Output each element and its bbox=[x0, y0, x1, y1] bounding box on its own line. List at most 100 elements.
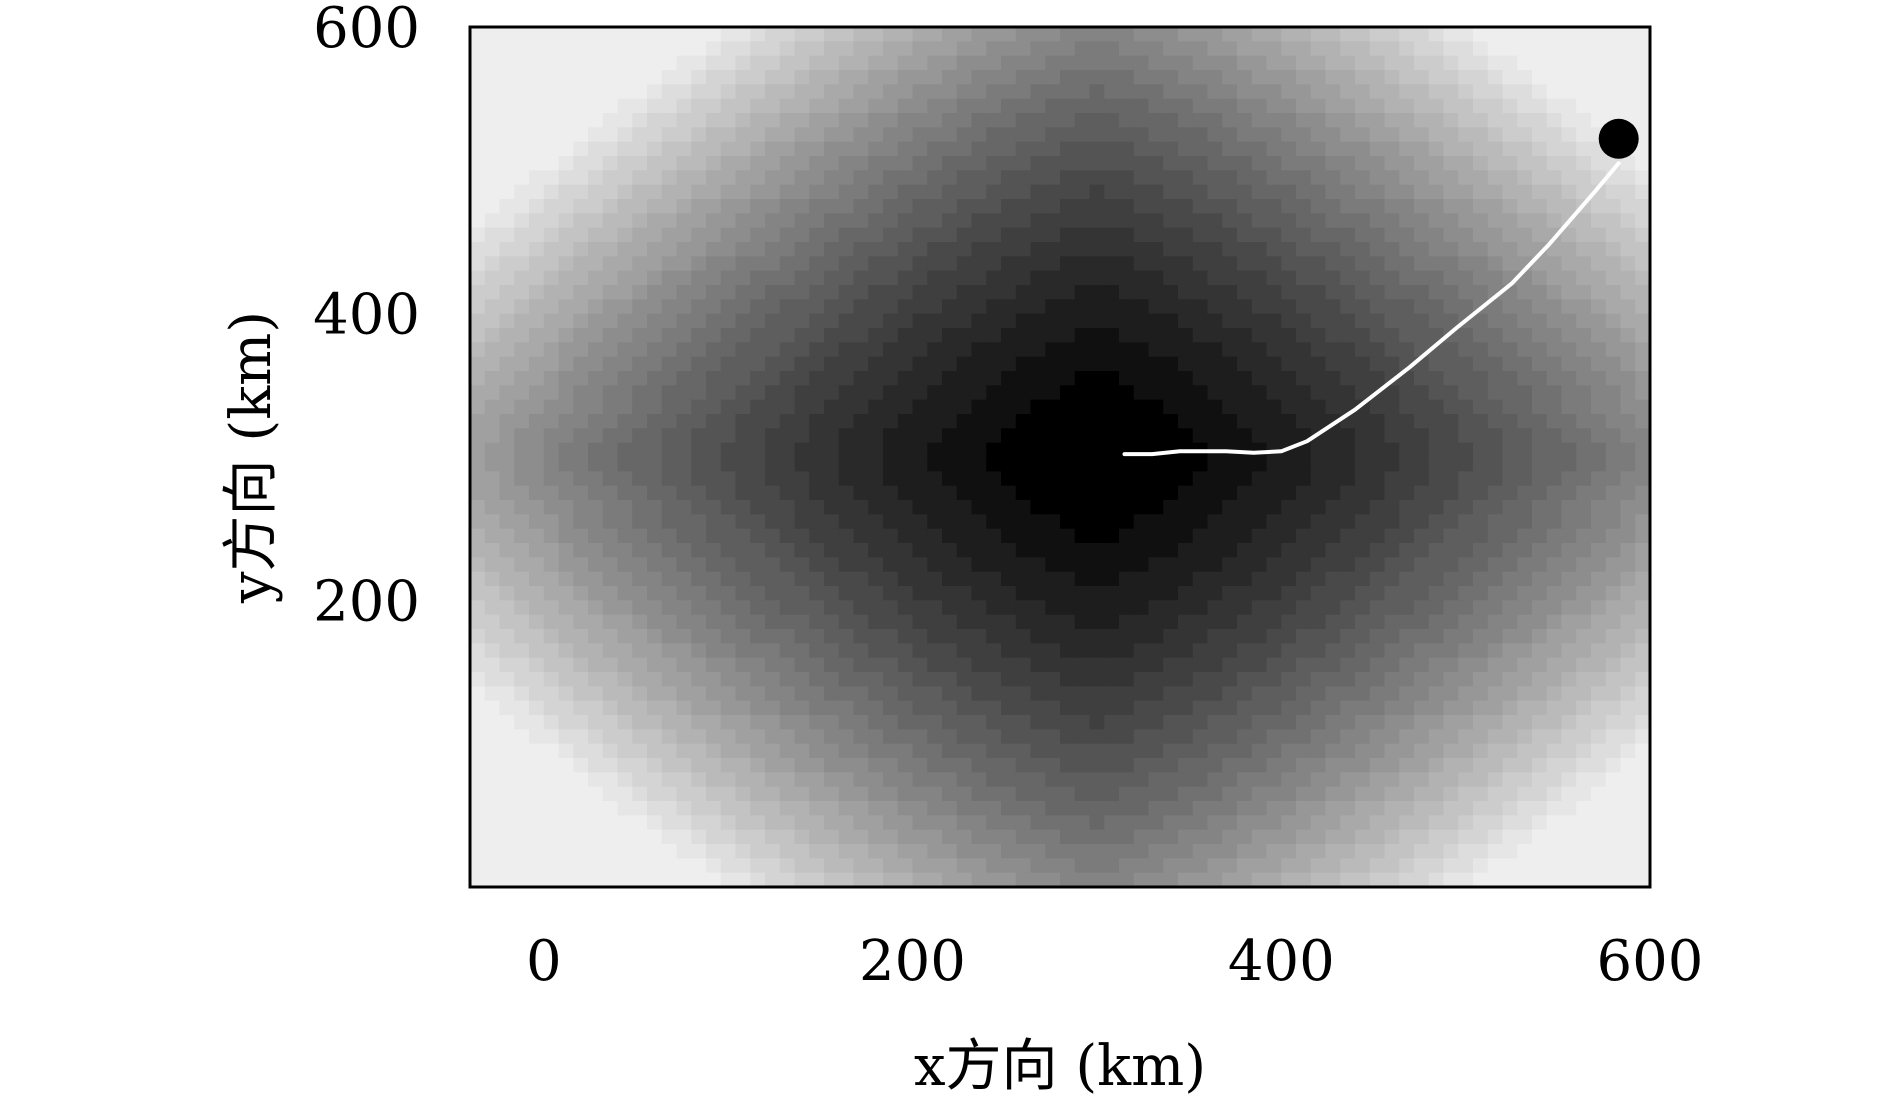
heatmap-cell bbox=[602, 586, 619, 602]
heatmap-cell bbox=[1517, 815, 1533, 831]
heatmap-cell bbox=[1458, 485, 1474, 501]
heatmap-cell bbox=[838, 70, 855, 86]
heatmap-cell bbox=[883, 113, 899, 129]
heatmap-cell bbox=[1281, 399, 1297, 415]
heatmap-cell bbox=[1487, 184, 1504, 200]
heatmap-cell bbox=[706, 600, 722, 616]
heatmap-cell bbox=[794, 285, 811, 301]
heatmap-cell bbox=[706, 829, 722, 845]
heatmap-cell bbox=[942, 600, 958, 616]
heatmap-cell bbox=[912, 557, 929, 573]
heatmap-cell bbox=[1001, 686, 1017, 702]
heatmap-cell bbox=[1414, 500, 1430, 516]
heatmap-cell bbox=[1281, 227, 1297, 243]
heatmap-cell bbox=[838, 428, 855, 444]
heatmap-cell bbox=[1576, 629, 1592, 645]
heatmap-cell bbox=[1266, 528, 1283, 544]
heatmap-cell bbox=[942, 328, 958, 344]
heatmap-cell bbox=[883, 199, 899, 215]
heatmap-cell bbox=[824, 715, 840, 731]
heatmap-cell bbox=[1133, 356, 1150, 372]
heatmap-cell bbox=[602, 457, 619, 473]
heatmap-cell bbox=[1428, 801, 1445, 817]
heatmap-cell bbox=[1620, 571, 1637, 587]
heatmap-cell bbox=[1015, 672, 1032, 688]
heatmap-cell bbox=[706, 457, 722, 473]
heatmap-cell bbox=[794, 858, 811, 874]
heatmap-cell bbox=[617, 428, 634, 444]
heatmap-cell bbox=[1561, 829, 1578, 845]
heatmap-cell bbox=[1517, 41, 1533, 57]
heatmap-cell bbox=[912, 356, 929, 372]
heatmap-cell bbox=[632, 528, 648, 544]
heatmap-cell bbox=[1163, 98, 1179, 114]
heatmap-cell bbox=[1133, 113, 1150, 129]
heatmap-cell bbox=[986, 356, 1002, 372]
heatmap-cell bbox=[765, 242, 781, 258]
heatmap-cell bbox=[543, 700, 560, 716]
heatmap-cell bbox=[1015, 485, 1032, 501]
heatmap-cell bbox=[1310, 758, 1327, 774]
heatmap-cell bbox=[1369, 485, 1386, 501]
heatmap-cell bbox=[1296, 614, 1312, 630]
heatmap-cell bbox=[1133, 686, 1150, 702]
heatmap-cell bbox=[1458, 342, 1474, 358]
heatmap-cell bbox=[1119, 571, 1135, 587]
heatmap-cell bbox=[676, 41, 693, 57]
heatmap-cell bbox=[543, 442, 560, 458]
heatmap-cell bbox=[971, 256, 988, 272]
heatmap-cell bbox=[602, 844, 619, 860]
heatmap-cell bbox=[853, 113, 870, 129]
heatmap-cell bbox=[1074, 27, 1091, 43]
heatmap-cell bbox=[1237, 385, 1253, 401]
heatmap-cell bbox=[1074, 657, 1091, 673]
heatmap-cell bbox=[1074, 786, 1091, 802]
heatmap-cell bbox=[1620, 485, 1637, 501]
heatmap-cell bbox=[1369, 313, 1386, 329]
heatmap-cell bbox=[661, 643, 678, 659]
heatmap-cell bbox=[853, 41, 870, 57]
heatmap-cell bbox=[1325, 442, 1342, 458]
heatmap-cell bbox=[1340, 500, 1356, 516]
heatmap-cell bbox=[543, 629, 560, 645]
heatmap-cell bbox=[1561, 571, 1578, 587]
heatmap-cell bbox=[1399, 514, 1415, 530]
x-tick-label: 0 bbox=[526, 929, 562, 994]
heatmap-cell bbox=[1605, 399, 1622, 415]
heatmap-cell bbox=[1133, 170, 1150, 186]
heatmap-cell bbox=[1119, 629, 1135, 645]
heatmap-cell bbox=[470, 55, 486, 71]
heatmap-cell bbox=[1428, 672, 1445, 688]
heatmap-cell bbox=[971, 184, 988, 200]
heatmap-cell bbox=[1458, 543, 1474, 559]
heatmap-cell bbox=[1163, 27, 1179, 43]
heatmap-cell bbox=[956, 485, 973, 501]
heatmap-cell bbox=[529, 55, 545, 71]
heatmap-cell bbox=[720, 758, 737, 774]
heatmap-cell bbox=[1384, 528, 1401, 544]
heatmap-cell bbox=[824, 428, 840, 444]
heatmap-cell bbox=[1605, 256, 1622, 272]
heatmap-cell bbox=[1074, 600, 1091, 616]
heatmap-cell bbox=[1074, 700, 1091, 716]
heatmap-cell bbox=[1355, 98, 1371, 114]
heatmap-cell bbox=[558, 285, 575, 301]
heatmap-cell bbox=[1104, 629, 1120, 645]
heatmap-cell bbox=[499, 256, 516, 272]
heatmap-cell bbox=[750, 485, 766, 501]
heatmap-cell bbox=[499, 844, 516, 860]
heatmap-cell bbox=[543, 672, 560, 688]
heatmap-cell bbox=[1561, 700, 1578, 716]
heatmap-cell bbox=[853, 672, 870, 688]
heatmap-cell bbox=[1015, 399, 1032, 415]
heatmap-cell bbox=[971, 385, 988, 401]
heatmap-cell bbox=[750, 428, 766, 444]
heatmap-cell bbox=[484, 801, 501, 817]
heatmap-cell bbox=[1325, 70, 1342, 86]
heatmap-cell bbox=[883, 442, 899, 458]
heatmap-cell bbox=[1576, 184, 1592, 200]
heatmap-cell bbox=[1178, 829, 1194, 845]
heatmap-cell bbox=[1237, 227, 1253, 243]
heatmap-cell bbox=[868, 801, 884, 817]
